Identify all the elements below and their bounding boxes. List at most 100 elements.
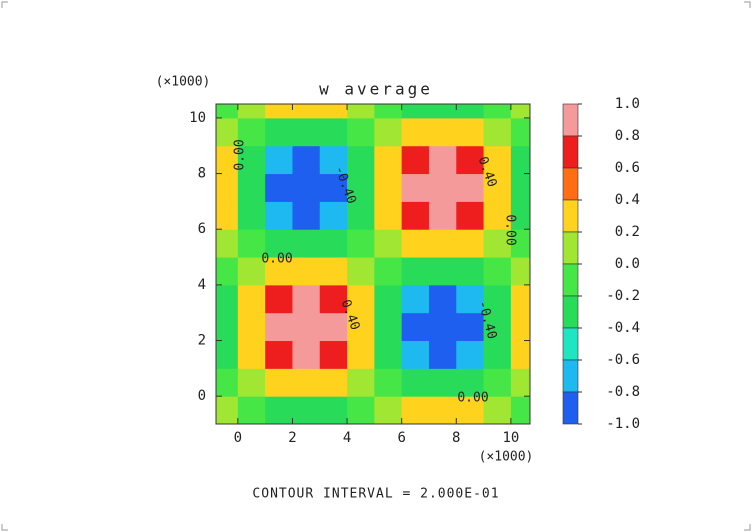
cell	[483, 257, 512, 286]
y-tick-label: 2	[198, 333, 206, 349]
cell	[374, 229, 403, 258]
cell	[483, 312, 512, 342]
cell	[216, 257, 239, 286]
cell	[265, 145, 293, 175]
cell	[237, 284, 266, 314]
cell	[292, 201, 321, 230]
contour-label: 0.00	[457, 391, 488, 406]
contour-label: 0.00	[233, 139, 248, 170]
cell	[401, 117, 430, 147]
cell	[401, 368, 430, 397]
cell	[483, 396, 512, 424]
cell	[510, 104, 530, 119]
cell	[216, 340, 239, 369]
colorbar-label: 0.6	[615, 160, 640, 176]
colorbar-swatch	[562, 103, 579, 137]
cell	[237, 145, 266, 175]
cell	[292, 284, 321, 314]
colorbar-swatch	[562, 199, 579, 233]
cell	[216, 284, 239, 314]
cell	[292, 117, 321, 147]
cell	[428, 229, 457, 258]
cell	[510, 257, 530, 286]
cell	[237, 104, 266, 119]
cell	[456, 145, 485, 175]
cell	[237, 173, 266, 202]
cell	[374, 145, 403, 175]
cell	[216, 368, 239, 397]
cell	[216, 117, 239, 147]
cell	[319, 284, 348, 314]
cell	[292, 312, 321, 342]
cell	[483, 229, 512, 258]
cell	[428, 173, 457, 202]
cell	[428, 312, 457, 342]
cell	[265, 104, 293, 119]
cell	[374, 368, 403, 397]
cell	[456, 201, 485, 230]
cell	[374, 201, 403, 230]
cell	[456, 368, 485, 397]
cell	[292, 396, 321, 424]
cell	[510, 229, 530, 258]
cell	[456, 340, 485, 369]
cell	[374, 284, 403, 314]
cell	[347, 396, 375, 424]
cell	[401, 312, 430, 342]
plot-area	[216, 104, 530, 424]
x-unit: (×1000)	[479, 450, 534, 465]
y-tick-label: 10	[189, 110, 206, 126]
cell	[347, 340, 375, 369]
cell	[319, 117, 348, 147]
cell	[456, 173, 485, 202]
colorbar-label: 0.0	[615, 256, 640, 272]
cell	[237, 340, 266, 369]
x-tick-label: 6	[397, 430, 405, 446]
cell	[428, 117, 457, 147]
colorbar-label: 1.0	[615, 96, 640, 112]
cell	[510, 368, 530, 397]
cell	[265, 284, 293, 314]
cell	[374, 340, 403, 369]
cell	[265, 368, 293, 397]
colorbar-swatch	[562, 167, 579, 201]
colorbar-swatch	[562, 391, 579, 425]
colorbar-swatch	[562, 231, 579, 265]
cell	[510, 117, 530, 147]
cell	[265, 257, 293, 286]
cell	[237, 257, 266, 286]
cell	[510, 284, 530, 314]
cell	[319, 396, 348, 424]
cell	[216, 312, 239, 342]
cell	[319, 104, 348, 119]
colorbar-swatch	[562, 295, 579, 329]
x-tick-label: 10	[502, 430, 519, 446]
cell	[347, 117, 375, 147]
cell	[510, 173, 530, 202]
cell	[428, 284, 457, 314]
cell	[401, 173, 430, 202]
cell	[401, 340, 430, 369]
cell	[292, 173, 321, 202]
cell	[265, 117, 293, 147]
y-tick-label: 4	[198, 277, 206, 293]
cell	[265, 340, 293, 369]
cell	[456, 257, 485, 286]
colorbar-label: -0.8	[606, 384, 640, 400]
colorbar-label: 0.2	[615, 224, 640, 240]
cell	[319, 312, 348, 342]
cell	[347, 312, 375, 342]
cell	[456, 312, 485, 342]
colorbar-label: -0.6	[606, 352, 640, 368]
colorbar-label: 0.8	[615, 128, 640, 144]
cell	[237, 396, 266, 424]
cell	[483, 104, 512, 119]
cell	[347, 229, 375, 258]
cell	[347, 145, 375, 175]
y-tick-label: 6	[198, 221, 206, 237]
cell	[319, 340, 348, 369]
cell	[401, 257, 430, 286]
cell	[401, 284, 430, 314]
